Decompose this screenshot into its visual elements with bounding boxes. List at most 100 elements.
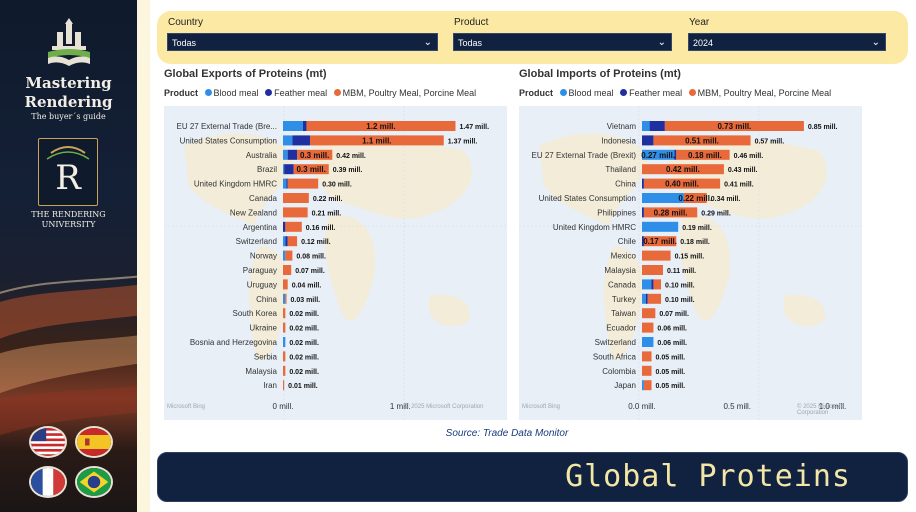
category-label: United Kingdom HMRC bbox=[194, 180, 277, 189]
bar-segment-1 bbox=[284, 164, 294, 175]
bar-segment-0 bbox=[283, 250, 286, 261]
total-label: 0.08 mill. bbox=[296, 254, 326, 261]
x-tick-label: 1.0 mill. bbox=[819, 402, 847, 411]
segment-label: 0.17 mill. bbox=[643, 237, 677, 246]
category-label: China bbox=[615, 180, 636, 189]
bar-segment-0 bbox=[642, 293, 646, 304]
x-tick-label: 0.0 mill. bbox=[628, 402, 656, 411]
filter-bar: Country Todas ⌄ Product Todas ⌄ Year 202… bbox=[157, 11, 908, 64]
bar-segment-2 bbox=[283, 308, 286, 319]
legend-dot-blood-meal bbox=[559, 89, 567, 96]
chevron-down-icon: ⌄ bbox=[423, 37, 432, 48]
total-label: 0.07 mill. bbox=[295, 268, 325, 275]
bar-segment-0 bbox=[642, 121, 650, 131]
world-map-background bbox=[164, 106, 507, 420]
bar-segment-2 bbox=[642, 308, 656, 319]
world-map-icon bbox=[164, 106, 507, 420]
bar-segment-2 bbox=[287, 236, 298, 247]
bar-segment-0 bbox=[283, 178, 287, 189]
total-label: 0.11 mill. bbox=[667, 268, 696, 275]
chart-legend: Product Blood meal Feather meal MBM, Pou… bbox=[164, 88, 480, 98]
category-label: Bosnia and Herzegovina bbox=[190, 338, 278, 347]
banner-title: Global Proteins bbox=[565, 459, 851, 494]
france-flag-icon[interactable] bbox=[29, 466, 67, 498]
legend-title: Product bbox=[519, 88, 554, 98]
category-label: United States Consumption bbox=[180, 136, 277, 145]
segment-label: 0.27 mill. bbox=[641, 151, 675, 160]
country-dropdown[interactable]: Todas ⌄ bbox=[167, 33, 438, 51]
spain-flag-icon[interactable] bbox=[75, 426, 113, 458]
total-label: 0.30 mill. bbox=[322, 182, 352, 189]
category-label: Iran bbox=[263, 381, 277, 390]
legend-dot-mbm bbox=[688, 89, 696, 96]
total-label: 0.10 mill. bbox=[665, 297, 695, 304]
product-filter-label: Product bbox=[454, 17, 489, 28]
segment-label: 0.42 mill. bbox=[666, 165, 700, 174]
bar-segment-1 bbox=[642, 207, 644, 218]
legend-item-feather-meal[interactable]: Feather meal bbox=[629, 88, 683, 98]
category-label: Philippines bbox=[597, 208, 636, 217]
year-filter-label: Year bbox=[689, 17, 710, 28]
legend-item-blood-meal[interactable]: Blood meal bbox=[568, 88, 614, 98]
legend-item-mbm[interactable]: MBM, Poultry Meal, Porcine Meal bbox=[342, 88, 477, 98]
segment-label: 0.40 mill. bbox=[665, 180, 699, 189]
total-label: 0.02 mill. bbox=[289, 354, 319, 361]
brand-title-line1: Mastering bbox=[25, 74, 112, 92]
product-filter: Product bbox=[454, 17, 488, 28]
us-flag-icon[interactable] bbox=[29, 426, 67, 458]
legend-dot-feather-meal bbox=[265, 89, 273, 96]
bar-segment-1 bbox=[642, 178, 644, 189]
category-label: Vietnam bbox=[607, 122, 637, 131]
bar-segment-2 bbox=[642, 365, 652, 376]
bar-segment-2 bbox=[642, 250, 671, 261]
bar-segment-0 bbox=[283, 293, 286, 304]
total-label: 0.06 mill. bbox=[657, 340, 687, 347]
year-filter: Year bbox=[689, 17, 709, 28]
category-label: EU 27 External Trade (Brexit) bbox=[532, 151, 637, 160]
country-filter: Country bbox=[168, 17, 203, 28]
bar-segment-1 bbox=[285, 236, 288, 247]
total-label: 0.02 mill. bbox=[289, 340, 319, 347]
total-label: 0.41 mill. bbox=[724, 182, 754, 189]
bar-segment-2 bbox=[283, 351, 286, 362]
legend-item-blood-meal[interactable]: Blood meal bbox=[213, 88, 259, 98]
bar-segment-2 bbox=[683, 193, 707, 203]
category-label: Malaysia bbox=[604, 266, 636, 275]
category-label: United Kingdom HMRC bbox=[553, 223, 636, 232]
total-label: 0.05 mill. bbox=[656, 369, 686, 376]
total-label: 0.22 mill. bbox=[313, 196, 343, 203]
chart-legend: Product Blood meal Feather meal MBM, Pou… bbox=[519, 88, 835, 98]
year-dropdown[interactable]: 2024 ⌄ bbox=[688, 33, 886, 51]
bar-segment-2 bbox=[642, 265, 663, 275]
category-label: Malaysia bbox=[245, 367, 277, 376]
legend-dot-mbm bbox=[333, 89, 341, 96]
category-label: Serbia bbox=[254, 352, 278, 361]
imports-chart[interactable]: Global Imports of Proteins (mt) Product … bbox=[512, 66, 862, 420]
legend-item-mbm[interactable]: MBM, Poultry Meal, Porcine Meal bbox=[697, 88, 832, 98]
chart-title: Global Exports of Proteins (mt) bbox=[164, 68, 327, 80]
product-dropdown[interactable]: Todas ⌄ bbox=[453, 33, 672, 51]
category-label: Paraguay bbox=[243, 266, 277, 275]
bar-segment-0 bbox=[283, 164, 285, 175]
total-label: 0.34 mill. bbox=[711, 196, 741, 203]
bar-segment-0 bbox=[642, 279, 652, 290]
bar-segment-2 bbox=[283, 207, 308, 218]
total-label: 0.21 mill. bbox=[312, 210, 342, 217]
legend-item-feather-meal[interactable]: Feather meal bbox=[274, 88, 328, 98]
total-label: 0.39 mill. bbox=[333, 167, 363, 174]
segment-label: 0.28 mill. bbox=[654, 208, 688, 217]
bar-segment-1 bbox=[286, 178, 288, 189]
bar-segment-0 bbox=[283, 121, 303, 131]
crest-letter: R bbox=[55, 158, 82, 198]
segment-label: 0.18 mill. bbox=[688, 151, 722, 160]
category-label: South Korea bbox=[233, 309, 278, 318]
bar-segment-1 bbox=[302, 121, 307, 131]
exports-bar-chart: EU 27 External Trade (Bre... 1.2 mill. 1.4… bbox=[177, 121, 489, 411]
chart-title: Global Imports of Proteins (mt) bbox=[519, 68, 681, 80]
bar-segment-2 bbox=[643, 380, 652, 391]
exports-chart[interactable]: Global Exports of Proteins (mt) Product … bbox=[157, 66, 507, 420]
bar-segment-2 bbox=[653, 135, 751, 146]
category-label: Argentina bbox=[243, 223, 278, 232]
total-label: 0.16 mill. bbox=[306, 225, 336, 232]
brazil-flag-icon[interactable] bbox=[75, 466, 113, 498]
